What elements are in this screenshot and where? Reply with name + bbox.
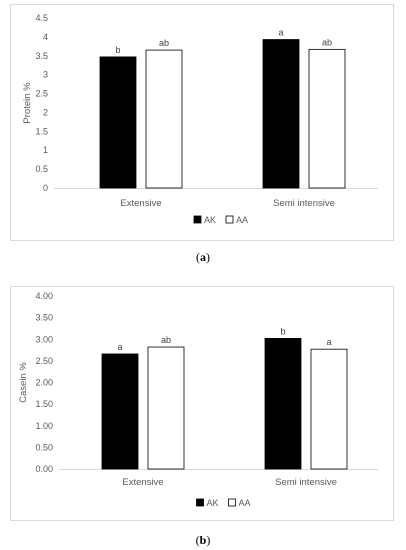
- chart-a-bar-ak: [262, 39, 300, 189]
- chart-b-bar-label: b: [280, 326, 285, 336]
- chart-b-category-label: Semi intensive: [275, 477, 337, 488]
- chart-a-bar-label: ab: [322, 37, 332, 47]
- caption-a: (a): [0, 250, 406, 265]
- caption-a-open: (: [196, 250, 200, 264]
- chart-b-ytick-label: 4.00: [35, 291, 53, 301]
- chart-b-bar-label: a: [117, 342, 122, 352]
- chart-a-ytick-label: 3.5: [35, 51, 48, 61]
- chart-a-ytick-label: 0: [43, 183, 48, 193]
- chart-a-ytick-label: 1.5: [35, 126, 48, 136]
- chart-b-ytick-label: 0.00: [35, 464, 53, 474]
- caption-a-close: ): [206, 250, 210, 264]
- chart-a-bar-label: b: [115, 45, 120, 55]
- caption-b-close: ): [206, 533, 211, 547]
- chart-a-ytick-label: 0.5: [35, 164, 48, 174]
- chart-b-ytick-label: 1.00: [35, 421, 53, 431]
- chart-a-bar-label: a: [278, 28, 283, 38]
- chart-a-ytick-label: 2.5: [35, 89, 48, 99]
- caption-b-open: (: [195, 533, 200, 547]
- chart-b-legend-swatch-ak: [196, 498, 204, 507]
- chart-b-bar-aa: [147, 346, 185, 470]
- chart-a-bar-label: ab: [159, 38, 169, 48]
- chart-a-bar-aa: [308, 48, 346, 189]
- chart-b-bar-ak: [264, 337, 302, 470]
- chart-b-ytick-label: 1.50: [35, 399, 53, 409]
- chart-a-legend-label: AK: [204, 215, 216, 225]
- chart-a-ytick-label: 2: [43, 107, 48, 117]
- chart-b-bar-label: a: [326, 337, 331, 347]
- chart-a-category-label: Extensive: [120, 198, 161, 209]
- caption-a-letter: a: [200, 250, 206, 264]
- chart-b-legend-label: AA: [239, 498, 251, 508]
- chart-b-legend-swatch-aa: [228, 498, 236, 507]
- chart-a-ytick-label: 4.5: [35, 13, 48, 23]
- chart-a-ytick-label: 4: [43, 32, 48, 42]
- chart-b-bar-ak: [101, 353, 139, 470]
- chart-a-legend-swatch-ak: [193, 215, 202, 224]
- caption-b-letter: b: [199, 533, 207, 547]
- chart-a-legend-label: AA: [236, 215, 248, 225]
- chart-b-ytick-label: 3.00: [35, 334, 53, 344]
- chart-a-y-axis-label: Protein %: [22, 82, 33, 124]
- chart-b-bar-aa: [310, 348, 348, 470]
- chart-a-bar-aa: [145, 49, 183, 189]
- chart-a-ytick-label: 1: [43, 145, 48, 155]
- chart-b-ytick-label: 3.50: [35, 313, 53, 323]
- caption-b: (b): [0, 533, 406, 548]
- chart-a-ytick-label: 3: [43, 70, 48, 80]
- chart-b-ytick-label: 0.50: [35, 442, 53, 452]
- chart-a-legend-swatch-aa: [225, 215, 234, 224]
- chart-b-category-label: Extensive: [122, 477, 163, 488]
- chart-b-legend-label: AK: [207, 498, 219, 508]
- chart-a-category-label: Semi intensive: [273, 198, 335, 209]
- chart-b-y-axis-label: Casein %: [18, 362, 29, 403]
- chart-a-bar-ak: [99, 56, 137, 189]
- chart-b-bar-label: ab: [161, 335, 171, 345]
- chart-b-ytick-label: 2.00: [35, 378, 53, 388]
- chart-b-ytick-label: 2.50: [35, 356, 53, 366]
